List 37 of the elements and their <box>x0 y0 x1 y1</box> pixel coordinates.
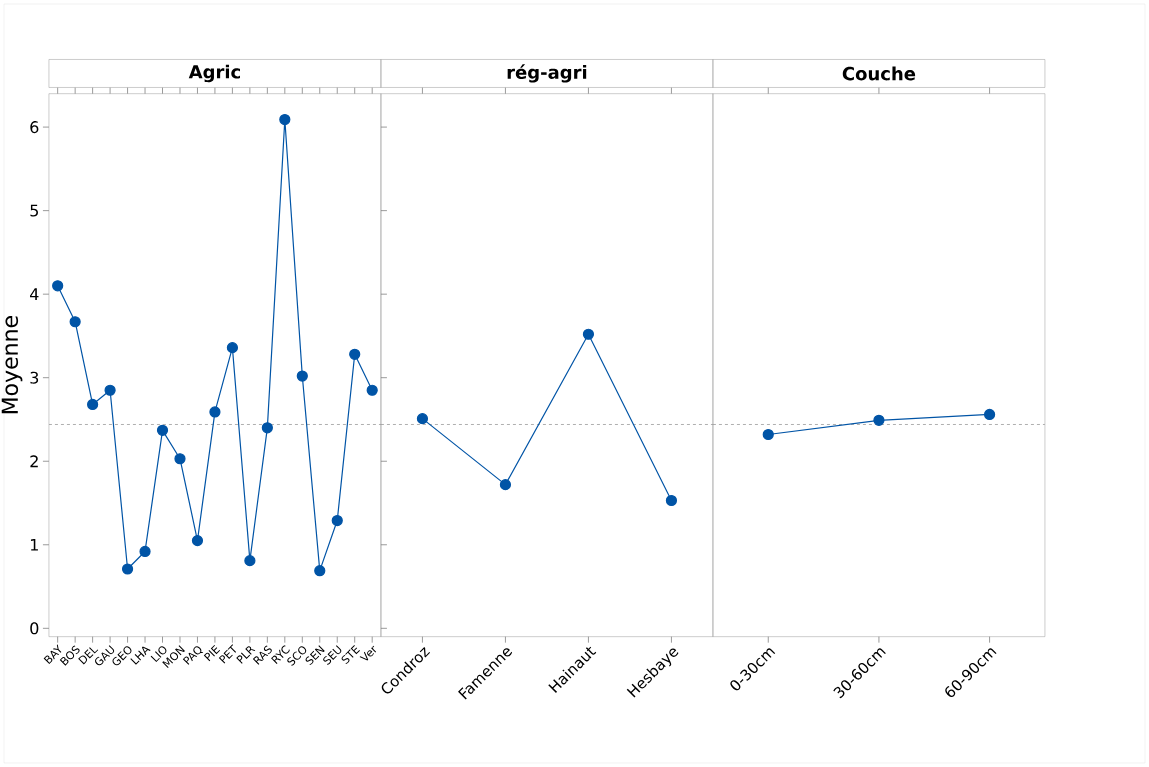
point <box>279 113 291 126</box>
point <box>121 563 134 575</box>
y-axis-title: Moyenne <box>1 316 23 414</box>
x-tick-label: PIE <box>203 644 221 662</box>
point <box>156 424 169 436</box>
point <box>69 316 81 328</box>
point <box>499 479 512 491</box>
point <box>665 494 678 507</box>
point <box>366 384 378 396</box>
chart-title: rég-agri <box>507 64 587 83</box>
point <box>244 555 256 567</box>
point <box>349 348 361 360</box>
point <box>209 406 221 418</box>
y-tick-label: 2 <box>30 455 38 468</box>
point <box>331 514 343 527</box>
y-tick-label: 6 <box>30 121 39 134</box>
chart-title: Agric <box>188 64 241 83</box>
point <box>191 535 204 547</box>
point <box>87 398 99 411</box>
point <box>104 384 116 396</box>
point <box>139 545 151 558</box>
point <box>582 328 595 340</box>
point <box>416 413 429 425</box>
y-tick-label: 1 <box>30 538 38 551</box>
chart-title: Couche <box>842 66 916 81</box>
point <box>174 453 186 465</box>
y-tick-label: 4 <box>30 288 39 300</box>
point <box>314 565 326 577</box>
x-tick-label: Ver <box>359 645 377 661</box>
point <box>226 342 239 354</box>
point <box>261 422 273 434</box>
y-tick-label: 3 <box>30 371 39 384</box>
y-tick-label: 0 <box>30 622 39 635</box>
x-tick-label: PLR <box>236 646 256 664</box>
point <box>52 280 64 292</box>
point <box>296 370 308 382</box>
y-tick-label: 5 <box>30 204 38 217</box>
